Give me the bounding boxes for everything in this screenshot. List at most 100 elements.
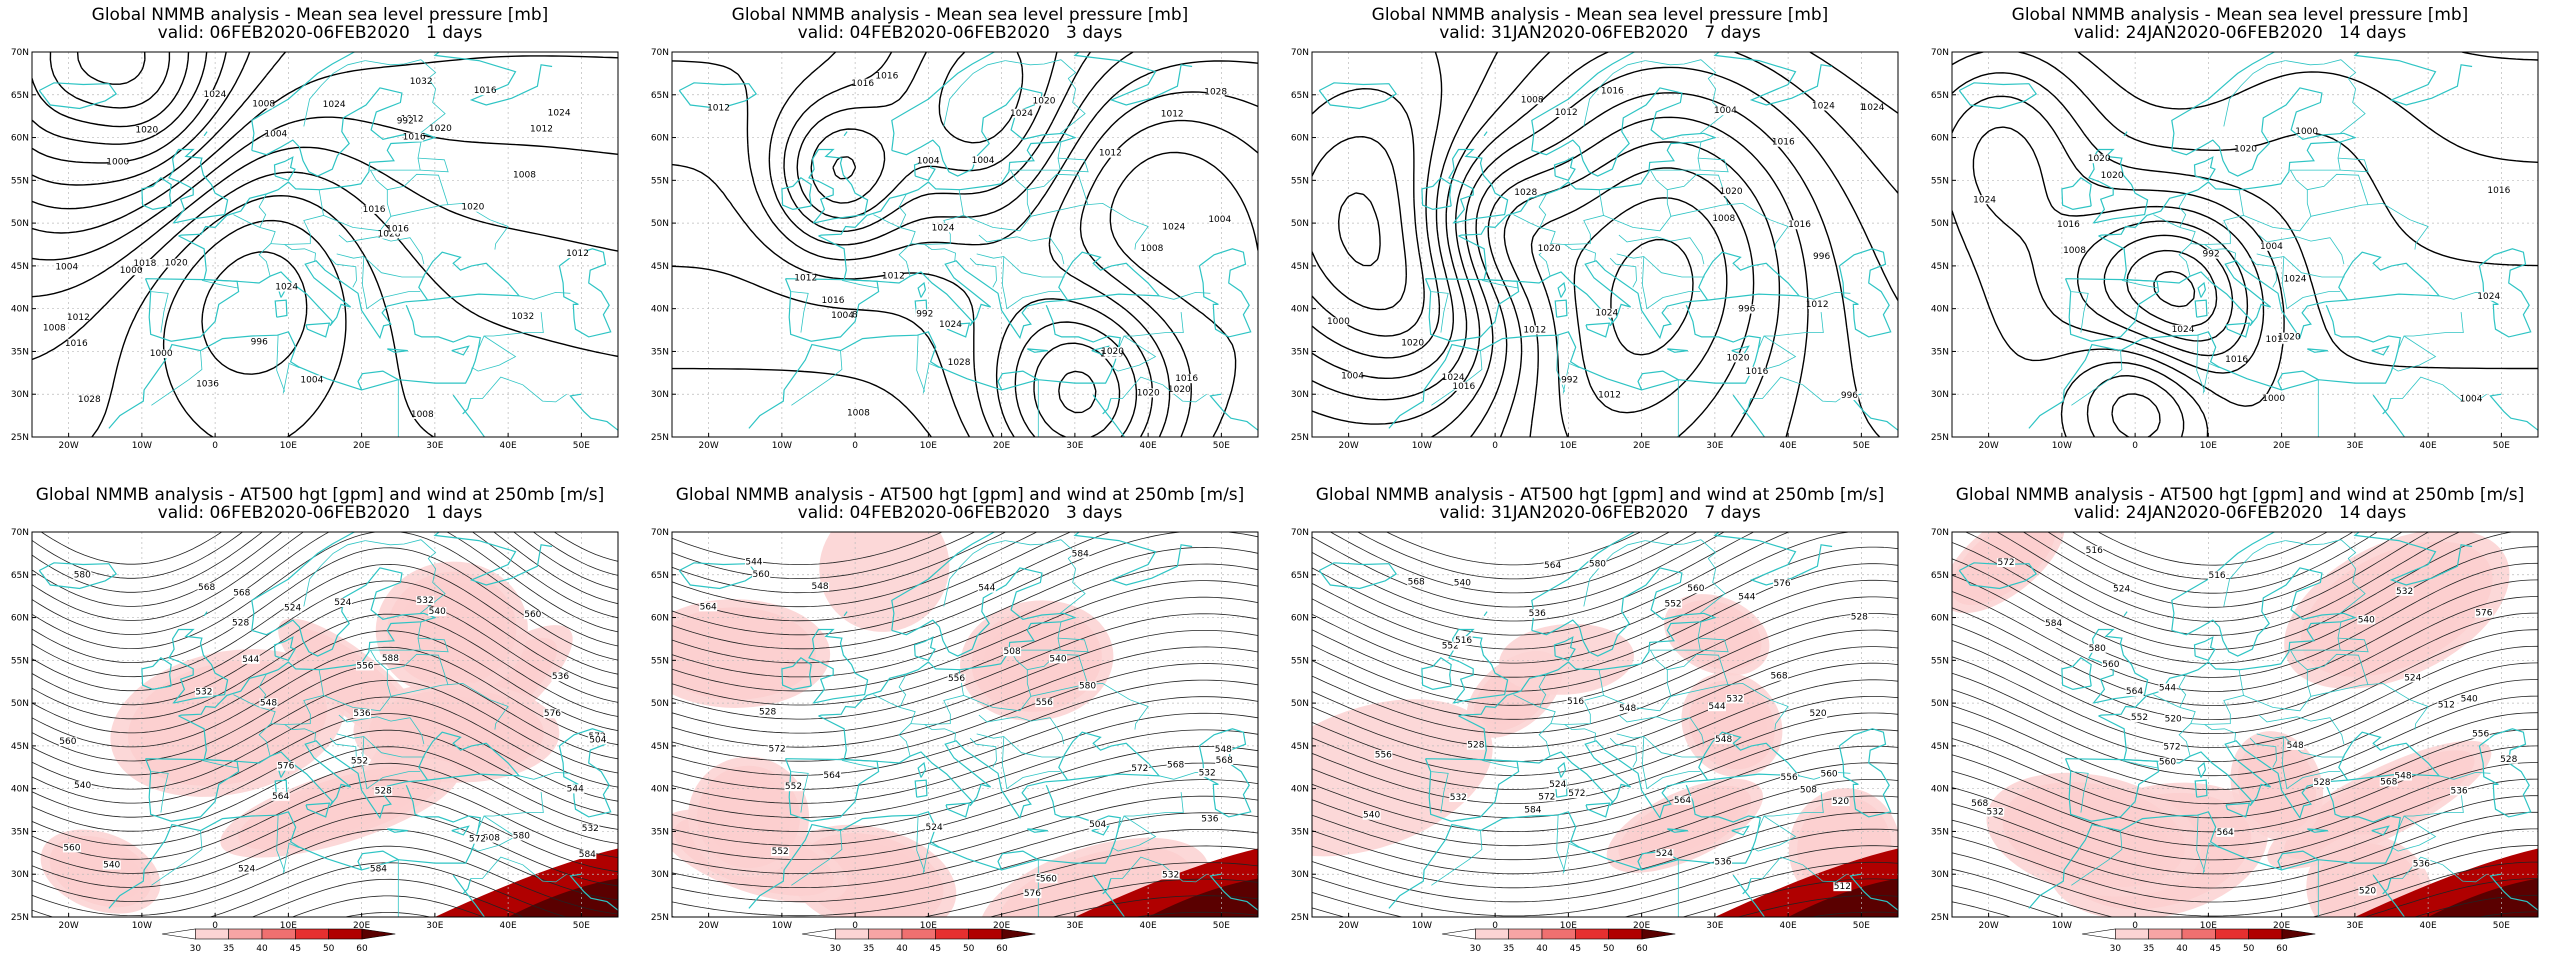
contour-label: 580 <box>513 831 530 841</box>
contour-label: 1018 <box>133 259 156 269</box>
axes: 70N 65N 60N 55N 50N 45N 40N 35N 30N 25N 20W 10W 0 10E… <box>651 528 1230 931</box>
lat-tick-label: 55N <box>1291 176 1309 186</box>
lat-tick-label: 65N <box>1931 571 1949 581</box>
lat-tick-label: 50N <box>1291 219 1309 229</box>
contour-label: 512 <box>1834 882 1851 892</box>
contour-label: 552 <box>1442 642 1459 652</box>
lat-tick-label: 25N <box>651 433 669 443</box>
lat-tick-label: 45N <box>1291 742 1309 752</box>
contour-label: 1004 <box>972 156 995 166</box>
map-canvas: 516 520 524 528 532 536 540 544 548 552 556 560 564 5… <box>1931 528 2539 931</box>
panel-valid-period: valid: 06FEB2020-06FEB2020 1 days <box>157 503 483 523</box>
contour-label: 1012 <box>707 103 730 113</box>
contour-label: 560 <box>2102 660 2119 670</box>
contour-label: 1012 <box>566 249 589 259</box>
contour-label: 1012 <box>1099 149 1122 159</box>
lon-tick-label: 0 <box>212 441 218 451</box>
contour-label: 576 <box>544 709 561 719</box>
contour-label: 532 <box>582 824 599 834</box>
contour-label: 536 <box>1714 857 1731 867</box>
lon-tick-label: 20W <box>698 441 718 451</box>
lon-tick-label: 10W <box>1412 921 1432 931</box>
coastlines <box>1958 52 2538 437</box>
contour-label: 560 <box>1040 874 1057 884</box>
lon-tick-label: 20E <box>2273 441 2290 451</box>
lat-tick-label: 55N <box>1291 656 1309 666</box>
contour-label: 1004 <box>831 311 854 321</box>
lon-tick-label: 0 <box>852 921 858 931</box>
contour-label: 992 <box>916 309 933 319</box>
contour-label: 1008 <box>1140 244 1163 254</box>
wind-speed-region <box>2267 740 2492 870</box>
lat-lon-grid <box>1952 52 2538 437</box>
lon-tick-label: 10E <box>280 441 297 451</box>
lon-tick-label: 20E <box>1633 441 1650 451</box>
axes: 70N 65N 60N 55N 50N 45N 40N 35N 30N 25N 20W 10W 0 10E… <box>11 528 590 931</box>
lat-tick-label: 40N <box>1291 305 1309 315</box>
contour-label: 1004 <box>917 157 940 167</box>
colorbar-tick-label: 35 <box>2143 944 2154 954</box>
contour-label: 552 <box>2131 713 2148 723</box>
contour-label: 996 <box>1738 305 1755 315</box>
contour-label: 556 <box>948 674 965 684</box>
lat-tick-label: 35N <box>11 347 29 357</box>
lon-tick-label: 50E <box>1853 921 1870 931</box>
lat-tick-label: 60N <box>11 134 29 144</box>
contour-label: 512 <box>2438 701 2455 711</box>
lon-tick-label: 20E <box>1633 921 1650 931</box>
contour-label: 520 <box>2359 886 2376 896</box>
colorbar-tick-label: 45 <box>930 944 941 954</box>
contour-label: 548 <box>1619 704 1636 714</box>
contour-label: 544 <box>2159 683 2176 693</box>
contour-label: 524 <box>2404 673 2421 683</box>
contour-label: 540 <box>2461 694 2478 704</box>
contour-label: 528 <box>375 786 392 796</box>
subtropical-jet-core <box>1148 878 1258 917</box>
lon-tick-label: 10W <box>772 441 792 451</box>
contour-label: 1016 <box>1788 220 1811 230</box>
contour-label: 544 <box>1738 593 1755 603</box>
contour-label: 1020 <box>1033 96 1056 106</box>
lat-tick-label: 35N <box>1291 347 1309 357</box>
contour-label: 572 <box>1538 792 1555 802</box>
coastlines <box>38 52 618 437</box>
contour-label: 584 <box>579 850 596 860</box>
map-panel-z500-14d: Global NMMB analysis - AT500 hgt [gpm] a… <box>1920 480 2560 960</box>
contour-label: 508 <box>1004 647 1021 657</box>
lat-tick-label: 65N <box>11 571 29 581</box>
lat-tick-label: 40N <box>1931 305 1949 315</box>
wind-speed-region <box>1986 772 2201 897</box>
lat-tick-label: 65N <box>1291 91 1309 101</box>
contour-label: 1032 <box>511 312 534 322</box>
map-panel-z500-7d: Global NMMB analysis - AT500 hgt [gpm] a… <box>1280 480 1920 960</box>
contour-label: 572 <box>1131 764 1148 774</box>
contour-label: 992 <box>397 117 414 127</box>
panel-title: Global NMMB analysis - AT500 hgt [gpm] a… <box>1315 485 1885 505</box>
contour-label: 504 <box>1089 820 1106 830</box>
contour-label: 580 <box>2089 644 2106 654</box>
colorbar-tick-label: 40 <box>896 944 908 954</box>
lon-tick-label: 40E <box>500 921 517 931</box>
lon-tick-label: 20E <box>353 441 370 451</box>
contour-label: 524 <box>926 823 943 833</box>
wind-speed-colorbar: 30 35 40 45 50 60 <box>161 928 396 954</box>
contour-label: 548 <box>260 698 277 708</box>
lon-tick-label: 20W <box>1338 921 1358 931</box>
contour-labels: 992 1000 1000 1004 1004 1008 1012 1016 1020 1024 1… <box>1973 126 2511 405</box>
contour-label: 516 <box>1455 636 1472 646</box>
wind-speed-colorbar: 30 35 40 45 50 60 <box>1441 928 1676 954</box>
lat-tick-label: 70N <box>651 528 669 538</box>
wind-speed-region <box>785 824 957 917</box>
contour-label: 536 <box>2413 860 2430 870</box>
colorbar-tick-label: 60 <box>996 944 1008 954</box>
lat-tick-label: 55N <box>651 176 669 186</box>
lat-tick-label: 70N <box>1291 48 1309 58</box>
contour-label: 508 <box>483 834 500 844</box>
contour-label: 1004 <box>55 263 78 273</box>
contour-label: 560 <box>1820 769 1837 779</box>
lat-tick-label: 25N <box>1291 433 1309 443</box>
lat-tick-label: 70N <box>1931 48 1949 58</box>
contour-label: 1016 <box>2225 355 2248 365</box>
contour-label: 560 <box>63 843 80 853</box>
contour-labels: 524 528 532 536 540 544 548 552 556 560 564 568 572 5… <box>699 549 1234 899</box>
